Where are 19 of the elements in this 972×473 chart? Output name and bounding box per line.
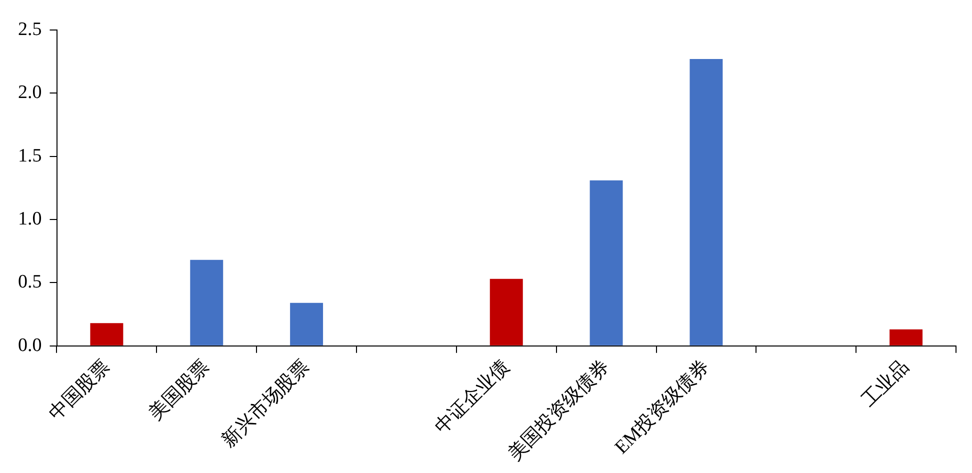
- x-tick-label: 新兴市场股票: [217, 355, 314, 452]
- y-tick-label: 1.0: [18, 208, 42, 230]
- bar: [590, 180, 623, 346]
- x-tick-label: 中国股票: [45, 356, 114, 425]
- x-tick-label: EM投资级债券: [611, 356, 714, 458]
- y-tick-label: 1.5: [18, 145, 42, 166]
- bar: [690, 59, 723, 346]
- bar: [890, 329, 923, 346]
- y-tick-label: 2.0: [18, 82, 42, 104]
- bar: [190, 260, 224, 346]
- x-tick-label: 美国股票: [144, 355, 214, 425]
- bar: [490, 278, 523, 346]
- x-tick-label: 中证企业债: [431, 356, 514, 438]
- bar: [90, 323, 124, 346]
- y-tick-label: 2.5: [18, 18, 42, 40]
- y-tick-label: 0.5: [18, 272, 42, 293]
- x-tick-label: 工业品: [858, 356, 914, 412]
- bar: [290, 302, 324, 346]
- y-tick-label: 0.0: [18, 334, 42, 356]
